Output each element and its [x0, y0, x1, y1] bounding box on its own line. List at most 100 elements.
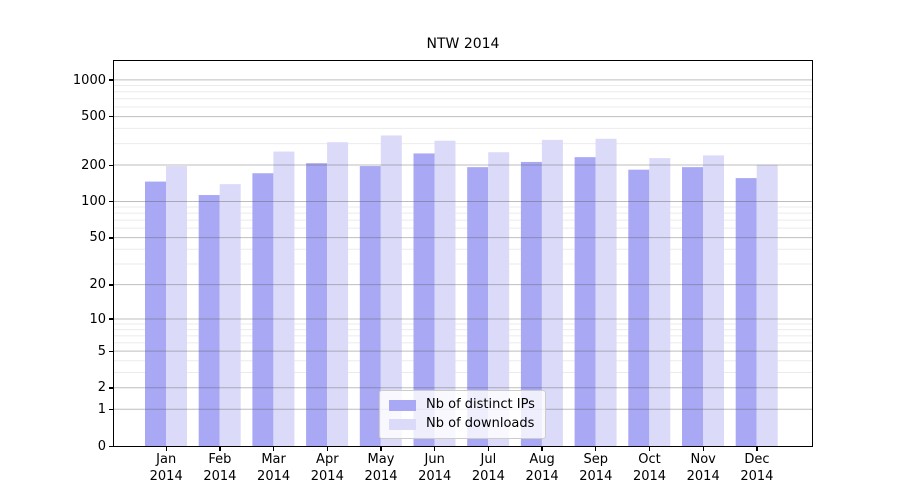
- y-tick-label-1: 1: [97, 401, 106, 417]
- legend: Nb of distinct IPs Nb of downloads: [379, 390, 546, 439]
- x-tick-year: 2014: [471, 469, 505, 484]
- bar-nb-of-distinct-ips-sep: [574, 157, 596, 446]
- plot-area: Nb of distinct IPs Nb of downloads: [113, 60, 813, 447]
- x-tick-year: 2014: [364, 469, 398, 484]
- bar-nb-of-downloads-apr: [327, 142, 349, 446]
- bar-nb-of-downloads-feb: [219, 184, 241, 446]
- y-tick-mark: [109, 116, 114, 118]
- x-tick-month: Jan: [156, 452, 177, 467]
- x-tick-year: 2014: [203, 469, 237, 484]
- x-tick-year: 2014: [686, 469, 720, 484]
- x-tick-label-feb: Feb 2014: [190, 451, 250, 485]
- bar-nb-of-distinct-ips-jun: [413, 153, 435, 446]
- bar-nb-of-downloads-aug: [541, 139, 563, 446]
- x-tick-mark: [541, 446, 543, 451]
- y-tick-label-500: 500: [81, 109, 106, 125]
- x-tick-month: Dec: [744, 452, 770, 467]
- x-tick-label-oct: Oct 2014: [620, 451, 680, 485]
- x-tick-year: 2014: [579, 469, 613, 484]
- x-tick-year: 2014: [632, 469, 667, 484]
- y-tick-label-200: 200: [81, 157, 106, 173]
- x-tick-month: May: [367, 452, 395, 467]
- x-tick-month: Mar: [261, 452, 286, 467]
- chart-title: NTW 2014: [426, 36, 500, 52]
- y-tick-label-1000: 1000: [72, 72, 106, 88]
- x-tick-mark: [756, 446, 758, 451]
- legend-item-distinct-ips: Nb of distinct IPs: [389, 397, 535, 413]
- x-tick-label-jun: Jun 2014: [405, 451, 465, 485]
- plot-canvas: [114, 79, 812, 446]
- bar-nb-of-distinct-ips-mar: [252, 173, 274, 446]
- x-tick-mark: [165, 446, 167, 451]
- x-tick-month: Oct: [638, 452, 661, 467]
- y-tick-label-0: 0: [97, 438, 106, 454]
- x-tick-month: Feb: [208, 452, 232, 467]
- x-tick-mark: [219, 446, 221, 451]
- x-tick-year: 2014: [257, 469, 291, 484]
- legend-item-downloads: Nb of downloads: [389, 416, 535, 432]
- bar-nb-of-distinct-ips-feb: [198, 195, 220, 446]
- x-tick-mark: [702, 446, 704, 451]
- x-tick-label-mar: Mar 2014: [244, 451, 304, 485]
- bar-nb-of-distinct-ips-nov: [682, 167, 703, 446]
- y-tick-mark: [109, 79, 114, 81]
- bar-nb-of-distinct-ips-aug: [520, 161, 542, 446]
- legend-label-distinct-ips: Nb of distinct IPs: [426, 397, 535, 412]
- y-tick-label-20: 20: [89, 277, 106, 293]
- bar-nb-of-distinct-ips-jan: [145, 181, 166, 446]
- x-tick-mark: [326, 446, 328, 451]
- bar-nb-of-downloads-dec: [756, 164, 778, 446]
- y-tick-mark: [109, 445, 114, 447]
- x-tick-month: Aug: [529, 452, 555, 467]
- x-tick-month: Jun: [424, 452, 445, 467]
- y-tick-mark: [109, 164, 114, 166]
- y-tick-mark: [109, 318, 114, 320]
- y-tick-mark: [109, 284, 114, 286]
- y-tick-mark: [109, 408, 114, 411]
- x-tick-label-dec: Dec 2014: [727, 451, 787, 485]
- y-tick-mark: [109, 237, 114, 239]
- bar-nb-of-downloads-may: [380, 135, 402, 446]
- x-tick-month: Apr: [316, 452, 339, 467]
- bar-nb-of-downloads-jul: [488, 152, 510, 446]
- x-tick-month: Jul: [480, 452, 497, 467]
- x-tick-label-nov: Nov 2014: [673, 451, 733, 485]
- y-tick-mark: [109, 387, 114, 389]
- x-tick-mark: [595, 446, 597, 451]
- bar-nb-of-distinct-ips-apr: [306, 163, 328, 446]
- bar-nb-of-distinct-ips-jul: [467, 167, 489, 446]
- x-tick-month: Nov: [690, 452, 716, 467]
- legend-swatch-distinct-ips: [389, 399, 416, 411]
- x-tick-year: 2014: [310, 469, 344, 484]
- x-tick-label-sep: Sep 2014: [566, 451, 626, 485]
- bar-nb-of-distinct-ips-may: [359, 166, 381, 446]
- x-tick-year: 2014: [149, 469, 183, 484]
- y-tick-label-50: 50: [89, 230, 106, 246]
- y-tick-mark: [109, 201, 114, 203]
- x-tick-year: 2014: [418, 469, 452, 484]
- x-tick-label-jul: Jul 2014: [458, 451, 518, 485]
- x-tick-mark: [272, 446, 275, 451]
- x-tick-mark: [434, 446, 436, 451]
- bar-nb-of-downloads-jun: [434, 140, 456, 446]
- bar-nb-of-downloads-oct: [649, 158, 671, 446]
- x-tick-mark: [380, 446, 382, 451]
- x-tick-label-jan: Jan 2014: [136, 451, 196, 485]
- bar-nb-of-downloads-jan: [166, 166, 187, 446]
- bar-nb-of-distinct-ips-dec: [735, 178, 757, 446]
- y-tick-mark: [109, 350, 114, 352]
- y-tick-label-2: 2: [97, 380, 106, 396]
- y-tick-label-5: 5: [97, 343, 106, 359]
- bar-nb-of-downloads-mar: [273, 151, 295, 446]
- x-tick-year: 2014: [525, 469, 559, 484]
- bar-nb-of-downloads-sep: [595, 138, 617, 446]
- bar-nb-of-distinct-ips-oct: [628, 169, 650, 446]
- x-tick-mark: [487, 446, 490, 451]
- x-tick-mark: [648, 446, 651, 451]
- x-tick-label-apr: Apr 2014: [297, 451, 357, 485]
- x-tick-year: 2014: [740, 469, 774, 484]
- legend-swatch-downloads: [389, 418, 416, 430]
- x-tick-month: Sep: [583, 452, 609, 467]
- x-tick-label-may: May 2014: [351, 451, 411, 485]
